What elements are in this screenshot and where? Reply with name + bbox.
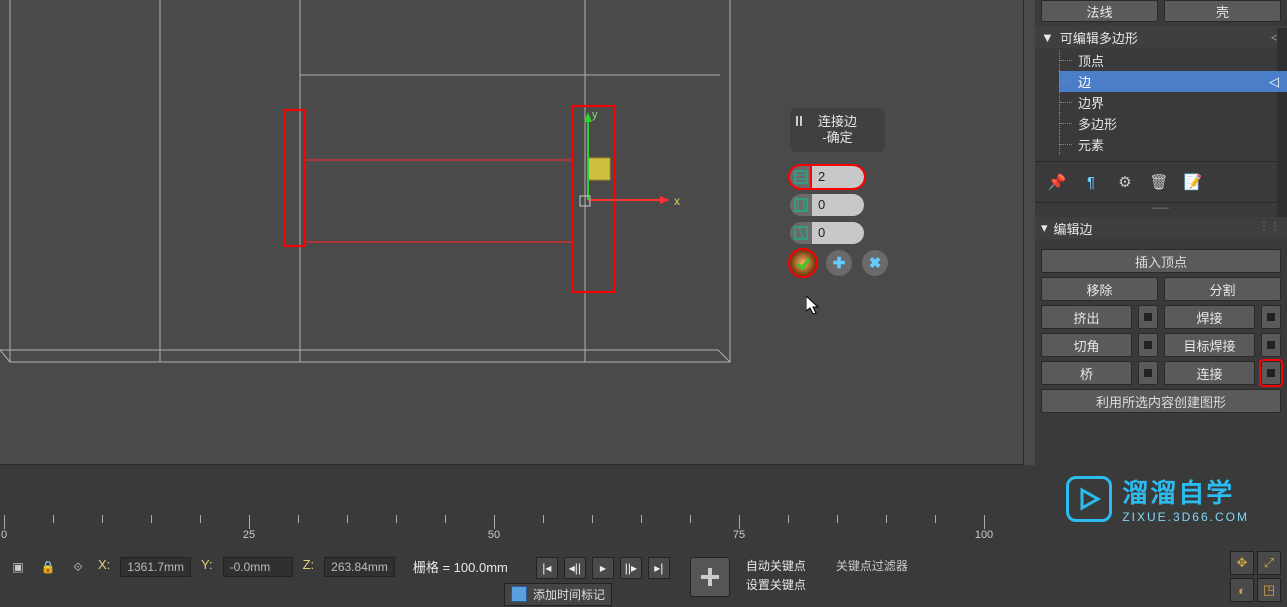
y-label: Y: bbox=[201, 557, 213, 572]
selection-lock-frame-icon[interactable]: ▣ bbox=[8, 557, 28, 577]
y-coord-input[interactable]: -0.0mm bbox=[223, 557, 293, 577]
time-ruler[interactable]: 0 25 50 75 100 bbox=[0, 515, 1287, 545]
collapse-icon: ▼ bbox=[1041, 30, 1054, 45]
prev-frame-button[interactable]: ◂|| bbox=[564, 557, 586, 579]
pinch-value[interactable]: 0 bbox=[812, 194, 864, 216]
ruler-label: 0 bbox=[1, 529, 7, 541]
subobj-edge-label: 边 bbox=[1078, 72, 1091, 91]
remove-button[interactable]: 移除 bbox=[1041, 277, 1158, 301]
next-frame-button[interactable]: ||▸ bbox=[620, 557, 642, 579]
remove-modifier-icon[interactable]: 🗑 bbox=[1149, 172, 1169, 192]
subobj-edge[interactable]: 边 ◁ bbox=[1059, 71, 1287, 92]
segments-spinner[interactable]: 2 bbox=[790, 166, 888, 188]
segments-icon bbox=[790, 166, 812, 188]
connect-button[interactable]: 连接 bbox=[1164, 361, 1255, 385]
ruler-label: 25 bbox=[243, 529, 255, 541]
command-panel: 法线 壳 ▼ 可编辑多边形 ◁ 顶点 边 ◁ 边界 多边形 元素 📌 ¶ ⚙ 🗑… bbox=[1035, 0, 1287, 465]
subobj-element[interactable]: 元素 bbox=[1059, 134, 1287, 155]
auto-key-button[interactable]: 自动关键点 bbox=[746, 557, 806, 574]
modifier-name: 可编辑多边形 bbox=[1060, 28, 1138, 47]
subobj-border[interactable]: 边界 bbox=[1059, 92, 1287, 113]
pinch-icon bbox=[790, 194, 812, 216]
slide-value[interactable]: 0 bbox=[812, 222, 864, 244]
active-marker-icon: ◁ bbox=[1269, 74, 1279, 90]
connect-settings-button[interactable] bbox=[1261, 361, 1281, 385]
modifier-shell-button[interactable]: 壳 bbox=[1164, 0, 1281, 22]
chamfer-button[interactable]: 切角 bbox=[1041, 333, 1132, 357]
caddy-cancel-button[interactable]: ✖ bbox=[862, 250, 888, 276]
caddy-ok-button[interactable] bbox=[790, 250, 816, 276]
modifier-stack-toolbar: 📌 ¶ ⚙ 🗑 📝 bbox=[1035, 161, 1287, 203]
edit-edges-body: 插入顶点 移除 分割 挤出 焊接 切角 目标焊接 桥 连接 利用所选内容创建图形 bbox=[1035, 239, 1287, 423]
time-tag-icon bbox=[511, 586, 527, 602]
rollout-drag-handle-icon[interactable]: ┉┉┉ bbox=[1035, 203, 1287, 213]
collapse-icon: ▾ bbox=[1041, 220, 1048, 236]
subobject-tree: 顶点 边 ◁ 边界 多边形 元素 bbox=[1035, 48, 1287, 157]
segments-value[interactable]: 2 bbox=[812, 166, 864, 188]
subobj-polygon[interactable]: 多边形 bbox=[1059, 113, 1287, 134]
modifier-stack-header[interactable]: ▼ 可编辑多边形 ◁ bbox=[1035, 26, 1287, 48]
maximize-viewport-icon[interactable]: ◳ bbox=[1257, 578, 1281, 602]
extrude-button[interactable]: 挤出 bbox=[1041, 305, 1132, 329]
caddy-title: 连接边-确定 bbox=[798, 114, 877, 146]
caddy-apply-button[interactable]: ✚ bbox=[826, 250, 852, 276]
edit-edges-rollout-header[interactable]: ▾ 编辑边 ⋮⋮ bbox=[1035, 217, 1287, 239]
slide-spinner[interactable]: 0 bbox=[790, 222, 888, 244]
z-label: Z: bbox=[303, 557, 315, 572]
pinch-spinner[interactable]: 0 bbox=[790, 194, 888, 216]
modifier-normal-button[interactable]: 法线 bbox=[1041, 0, 1158, 22]
pin-stack-icon[interactable]: 📌 bbox=[1047, 172, 1067, 192]
add-time-tag-button[interactable]: 添加时间标记 bbox=[504, 583, 612, 606]
edit-edges-title: 编辑边 bbox=[1054, 219, 1093, 238]
insert-vertex-button[interactable]: 插入顶点 bbox=[1041, 249, 1281, 273]
orbit-icon[interactable]: ◐ bbox=[1230, 578, 1254, 602]
weld-button[interactable]: 焊接 bbox=[1164, 305, 1255, 329]
play-button[interactable]: ▸ bbox=[592, 557, 614, 579]
viewport-nav-icons: ✥ ⤢ ◐ ◳ bbox=[1230, 551, 1281, 602]
target-weld-button[interactable]: 目标焊接 bbox=[1164, 333, 1255, 357]
svg-text:y: y bbox=[592, 109, 598, 121]
chamfer-settings-button[interactable] bbox=[1138, 333, 1158, 357]
rollout-menu-icon[interactable]: ⋮⋮ bbox=[1259, 221, 1281, 232]
key-filters-label[interactable]: 关键点过滤器 bbox=[836, 557, 908, 574]
grid-label: 栅格 = 100.0mm bbox=[413, 557, 508, 576]
pan-icon[interactable]: ✥ bbox=[1230, 551, 1254, 575]
svg-text:x: x bbox=[674, 194, 680, 208]
subobj-vertex[interactable]: 顶点 bbox=[1059, 50, 1287, 71]
goto-end-button[interactable]: ▸| bbox=[648, 557, 670, 579]
goto-start-button[interactable]: |◂ bbox=[536, 557, 558, 579]
extrude-settings-button[interactable] bbox=[1138, 305, 1158, 329]
lock-icon[interactable]: 🔒 bbox=[38, 557, 58, 577]
z-coord-input[interactable]: 263.84mm bbox=[324, 557, 395, 577]
ruler-label: 75 bbox=[733, 529, 745, 541]
zoom-region-icon[interactable]: ⤢ bbox=[1257, 551, 1281, 575]
configure-sets-icon[interactable]: 📝 bbox=[1183, 172, 1203, 192]
connect-edges-caddy: 连接边-确定 bbox=[790, 108, 885, 152]
selection-bracket-icon[interactable]: ⟐ bbox=[68, 557, 88, 577]
add-time-tag-label: 添加时间标记 bbox=[533, 586, 605, 603]
x-label: X: bbox=[98, 557, 110, 572]
make-unique-icon[interactable]: ⚙ bbox=[1115, 172, 1135, 192]
ruler-label: 100 bbox=[975, 529, 993, 541]
bridge-button[interactable]: 桥 bbox=[1041, 361, 1132, 385]
target-weld-settings-button[interactable] bbox=[1261, 333, 1281, 357]
timeline-area: 溜溜自学 ZIXUE.3D66.COM 0255075100 ▣ 🔒 ⟐ X: … bbox=[0, 465, 1287, 607]
ruler-label: 50 bbox=[488, 529, 500, 541]
slide-icon bbox=[790, 222, 812, 244]
split-button[interactable]: 分割 bbox=[1164, 277, 1281, 301]
playback-controls: |◂ ◂|| ▸ ||▸ ▸| bbox=[536, 557, 670, 579]
create-shape-button[interactable]: 利用所选内容创建图形 bbox=[1041, 389, 1281, 413]
x-coord-input[interactable]: 1361.7mm bbox=[120, 557, 191, 577]
watermark-brand: 溜溜自学 bbox=[1122, 473, 1249, 510]
show-end-result-icon[interactable]: ¶ bbox=[1081, 172, 1101, 192]
bridge-settings-button[interactable] bbox=[1138, 361, 1158, 385]
weld-settings-button[interactable] bbox=[1261, 305, 1281, 329]
caddy-controls: 2 0 0 ✚ ✖ bbox=[790, 160, 888, 276]
